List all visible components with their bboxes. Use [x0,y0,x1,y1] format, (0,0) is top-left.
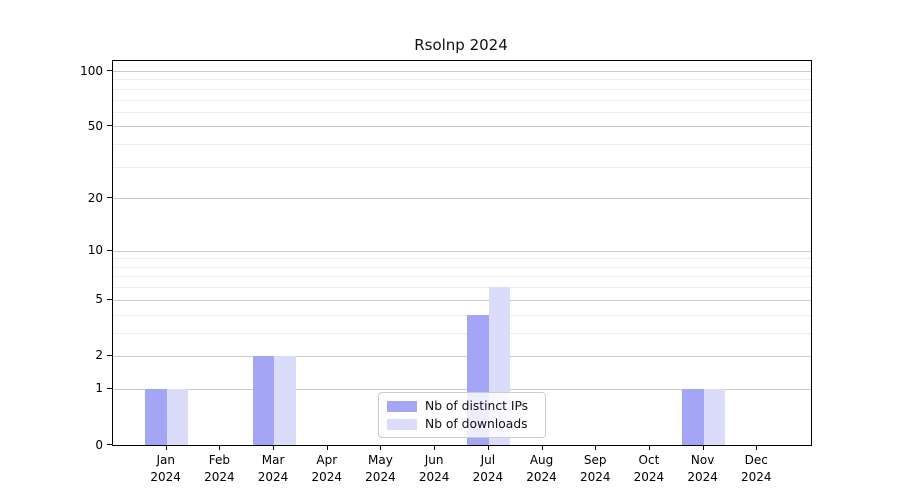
minor-gridline [113,332,811,334]
x-axis-tick [380,445,382,450]
bar-downloads-2 [274,355,296,445]
minor-gridline [113,88,811,90]
y-axis-tick [107,125,112,127]
minor-gridline [113,144,811,146]
y-axis-label: 10 [87,243,103,258]
major-gridline [113,126,811,128]
x-axis-label: Aug 2024 [526,453,557,484]
x-axis-label: Feb 2024 [204,453,235,484]
x-axis-label: Jan 2024 [150,453,181,484]
x-axis-label: Sep 2024 [579,453,611,484]
major-gridline [113,198,811,200]
bar-downloads-10 [703,388,726,445]
x-axis-tick [541,445,543,450]
legend-label-distinct-ips: Nb of distinct IPs [425,399,529,413]
legend-item-downloads: Nb of downloads [387,417,537,431]
bar-distinct-ips-2 [252,355,275,445]
x-axis-tick [434,445,436,450]
y-axis-label: 100 [80,63,103,78]
legend-swatch-distinct-ips [387,400,417,412]
minor-gridline [113,276,811,278]
minor-gridline [113,314,811,316]
y-axis-tick [107,197,112,199]
x-axis-label: Jul 2024 [472,453,504,484]
minor-gridline [113,266,811,268]
minor-gridline [113,258,811,260]
x-axis-label: Oct 2024 [633,453,665,484]
minor-gridline [113,99,811,101]
legend-label-downloads: Nb of downloads [425,417,528,431]
y-axis-label: 5 [95,292,103,307]
y-axis-label: 50 [87,118,103,133]
y-axis-tick [107,387,112,389]
x-axis-tick [219,445,221,450]
legend-swatch-downloads [387,418,417,430]
x-axis-label: May 2024 [365,453,396,484]
y-axis-tick [107,70,112,71]
chart-title: Rsolnp 2024 [414,36,508,54]
x-axis-label: Nov 2024 [687,453,718,484]
minor-gridline [113,166,811,168]
y-axis-label: 2 [95,348,103,363]
bar-distinct-ips-10 [682,388,704,445]
y-axis-label: 0 [95,437,103,452]
x-axis-label: Jun 2024 [418,453,450,484]
major-gridline [113,71,811,72]
x-axis-label: Apr 2024 [311,453,343,484]
minor-gridline [113,287,811,289]
y-axis-tick [107,249,112,251]
bar-downloads-0 [166,388,189,445]
y-axis-label: 20 [87,190,103,205]
y-axis-label: 1 [95,381,103,396]
y-axis-tick [107,298,112,300]
x-axis-tick [487,445,489,450]
bar-distinct-ips-0 [145,388,167,445]
minor-gridline [113,79,811,81]
x-axis-tick [756,445,758,450]
major-gridline [113,299,811,301]
x-axis-tick [273,445,275,450]
x-axis-tick [595,445,597,450]
major-gridline [113,388,811,390]
x-axis-tick [326,445,328,450]
x-axis-tick [648,445,650,450]
y-axis-tick [107,354,112,356]
minor-gridline [113,111,811,113]
legend: Nb of distinct IPs Nb of downloads [378,392,546,438]
major-gridline [113,250,811,252]
legend-item-distinct-ips: Nb of distinct IPs [387,399,537,413]
major-gridline [113,355,811,357]
x-axis-label: Mar 2024 [257,453,289,484]
plot-area [112,60,812,446]
x-axis-label: Dec 2024 [741,453,772,484]
x-axis-tick [702,445,704,450]
x-axis-tick [165,445,167,450]
y-axis-tick [107,444,112,445]
